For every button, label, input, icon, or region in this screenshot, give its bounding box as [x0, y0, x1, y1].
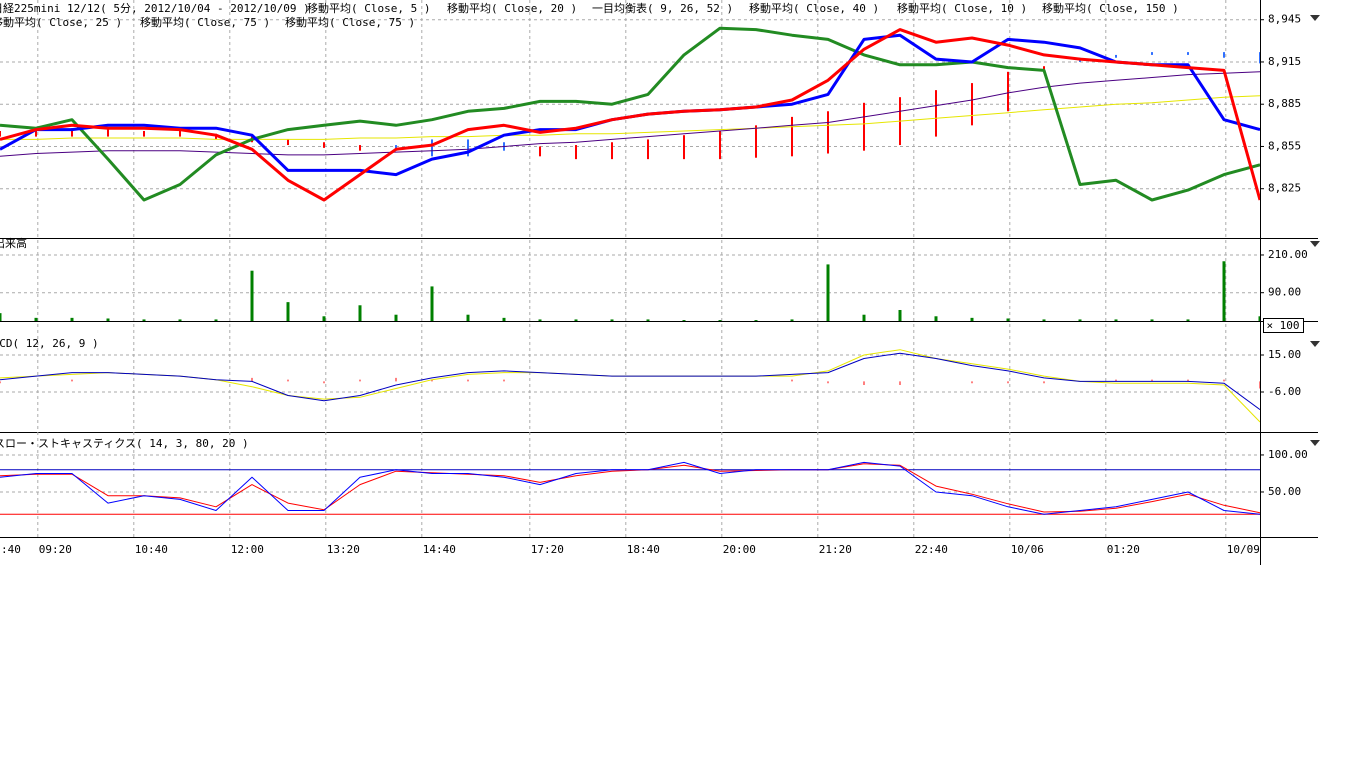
indicator-label: 一目均衡表( 9, 26, 52 )	[592, 1, 733, 15]
panel	[0, 455, 1260, 514]
volume-bar	[1223, 261, 1226, 321]
volume-bar	[755, 320, 758, 321]
y-tick-label: 8,825	[1268, 182, 1301, 195]
volume-bar	[107, 318, 110, 321]
series-line	[0, 28, 1260, 200]
volume-bar	[35, 318, 38, 321]
x-tick-label: 20:00	[723, 543, 756, 556]
x-tick-label: 01:20	[1107, 543, 1140, 556]
x-tick-label: 13:20	[327, 543, 360, 556]
x-tick-label: 10/06	[1011, 543, 1044, 556]
volume-bar	[647, 319, 650, 321]
series-line	[0, 353, 1260, 409]
x-tick-label: 22:40	[915, 543, 948, 556]
volume-bar	[431, 286, 434, 321]
volume-bar	[899, 310, 902, 321]
volume-bar	[395, 315, 398, 321]
volume-bar	[1259, 316, 1262, 321]
y-tick-label: 100.00	[1268, 448, 1308, 461]
x-tick-label: 12:00	[231, 543, 264, 556]
panel-title: スロー・ストキャスティクス( 14, 3, 80, 20 )	[0, 437, 249, 450]
indicator-label: 移動平均( Close, 40 )	[749, 1, 879, 15]
volume-bar	[683, 320, 686, 321]
y-tick-label: 15.00	[1268, 348, 1301, 361]
volume-bar	[1187, 319, 1190, 321]
x-tick-label: 18:40	[627, 543, 660, 556]
y-tick-label: 90.00	[1268, 286, 1301, 299]
series-line	[0, 30, 1260, 200]
volume-bar	[215, 319, 218, 321]
volume-bar	[539, 319, 542, 321]
panel	[0, 20, 1260, 200]
volume-bar	[287, 302, 290, 321]
volume-bar	[503, 318, 506, 321]
y-tick-label: -6.00	[1268, 385, 1301, 398]
panel-title: MACD( 12, 26, 9 )	[0, 337, 99, 350]
indicator-label: 移動平均( Close, 10 )	[897, 1, 1027, 15]
panel-menu[interactable]	[1310, 241, 1320, 247]
volume-bar	[179, 319, 182, 321]
x-tick-label: 14:40	[423, 543, 456, 556]
x-tick-label: 09:20	[39, 543, 72, 556]
volume-bar	[935, 316, 938, 321]
chart-title: 日経225mini 12/12( 5分, 2012/10/04 - 2012/1…	[0, 2, 310, 15]
x-tick-label: 10:40	[135, 543, 168, 556]
y-tick-label: 8,945	[1268, 13, 1301, 26]
panel-menu[interactable]	[1310, 440, 1320, 446]
panel-menu[interactable]	[1310, 341, 1320, 347]
y-tick-label: 50.00	[1268, 485, 1301, 498]
volume-bar	[791, 319, 794, 321]
panel-title: 出来高	[0, 236, 27, 250]
series-line	[0, 72, 1260, 157]
x-tick-label: :40	[1, 543, 21, 556]
volume-bar	[143, 319, 146, 321]
volume-bar	[467, 315, 470, 321]
y-tick-label: 8,855	[1268, 139, 1301, 152]
volume-bar	[827, 264, 830, 321]
volume-bar	[863, 315, 866, 321]
volume-bar	[719, 320, 722, 321]
volume-bar	[1043, 319, 1046, 321]
indicator-label: 移動平均( Close, 25 )	[0, 15, 122, 29]
indicator-label: 移動平均( Close, 20 )	[447, 1, 577, 15]
panel	[0, 350, 1260, 422]
volume-bar	[1151, 319, 1154, 321]
indicator-label: 移動平均( Close, 150 )	[1042, 1, 1179, 15]
panel-menu[interactable]	[1310, 15, 1320, 21]
frame	[0, 0, 1318, 565]
series-line	[0, 350, 1260, 422]
indicator-label: 移動平均( Close, 5 )	[307, 1, 430, 15]
x-tick-label: 21:20	[819, 543, 852, 556]
unit-label: × 100	[1266, 319, 1299, 332]
volume-bar	[323, 316, 326, 321]
y-tick-label: 8,885	[1268, 97, 1301, 110]
x-tick-label: 17:20	[531, 543, 564, 556]
volume-bar	[359, 305, 362, 321]
y-tick-label: 210.00	[1268, 248, 1308, 261]
volume-bar	[575, 319, 578, 321]
series-line	[0, 464, 1260, 513]
volume-bar	[1115, 319, 1118, 321]
volume-bar	[1007, 318, 1010, 321]
y-tick-label: 8,915	[1268, 55, 1301, 68]
volume-bar	[251, 271, 254, 321]
indicator-label: 移動平均( Close, 75 )	[285, 15, 415, 29]
volume-bar	[611, 319, 614, 321]
volume-bar	[71, 318, 74, 321]
x-tick-label: 10/09	[1227, 543, 1260, 556]
panel-menus	[1310, 15, 1320, 446]
volume-bar	[1079, 319, 1082, 321]
volume-bar	[971, 318, 974, 321]
panel	[0, 255, 1262, 321]
volume-bar	[0, 313, 2, 321]
indicator-label: 移動平均( Close, 75 )	[140, 15, 270, 29]
